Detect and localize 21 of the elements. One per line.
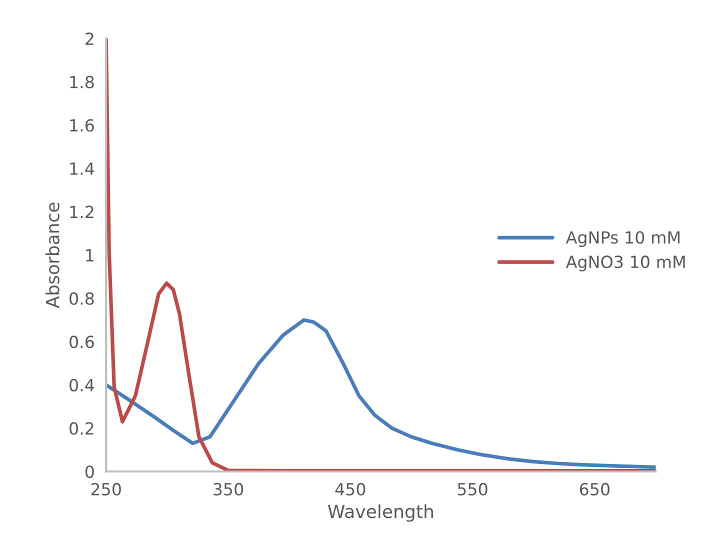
legend-label: AgNO3 10 mM [566, 256, 685, 272]
y-tick-label: 0.4 [70, 378, 94, 392]
y-tick-label: 0.2 [70, 422, 94, 435]
x-tick-label: 350 [214, 482, 244, 496]
x-tick-label: 450 [335, 482, 366, 496]
y-tick-label: 1.8 [70, 76, 94, 88]
y-tick-label: 2 [86, 32, 94, 45]
y-axis-title: Absorbance [45, 202, 60, 308]
x-tick-label: 550 [458, 482, 488, 496]
x-tick-label: 250 [91, 482, 121, 496]
legend-label: AgNPs 10 mM [566, 231, 680, 247]
y-tick-label: 1.4 [70, 162, 94, 175]
y-tick-label: 1.2 [70, 206, 94, 218]
line-series [106, 318, 656, 469]
y-tick-label: 1.6 [70, 119, 94, 132]
x-tick-label: 650 [580, 482, 610, 496]
x-axis-title: Wavelength [328, 504, 433, 522]
y-tick-label: 1 [86, 249, 94, 262]
y-tick-label: 0.8 [70, 292, 94, 305]
y-tick-label: 0.6 [70, 336, 94, 348]
y-tick-label: 0 [85, 465, 94, 478]
